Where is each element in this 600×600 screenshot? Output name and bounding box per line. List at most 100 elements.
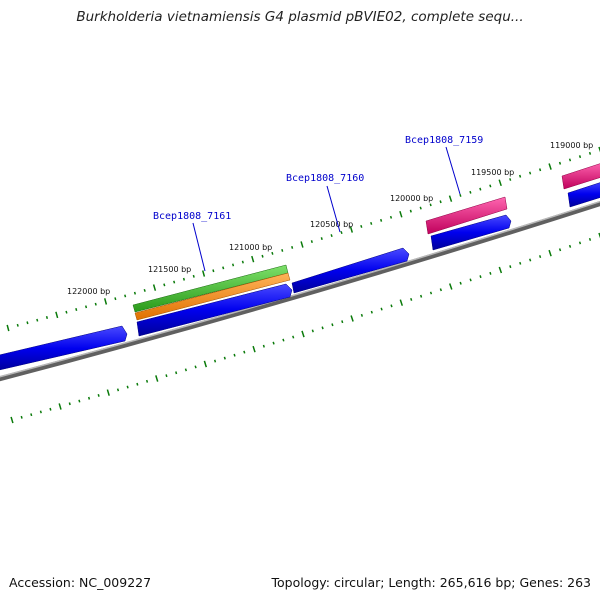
scale-label-119500: 119500 bp (471, 168, 514, 177)
minor-tick (281, 248, 284, 252)
minor-tick (558, 161, 562, 165)
gene-label-7160[interactable]: Bcep1808_7160 (286, 173, 364, 184)
major-tick (548, 249, 552, 257)
minor-tick (389, 215, 393, 219)
major-tick (399, 210, 403, 218)
minor-tick (30, 413, 33, 417)
major-tick (252, 345, 256, 353)
minor-tick (133, 291, 137, 295)
minor-tick (49, 407, 52, 411)
topology-summary: Topology: circular; Length: 265,616 bp; … (271, 575, 592, 590)
minor-tick (320, 237, 323, 241)
outer-tick-ring (6, 146, 600, 332)
minor-tick (578, 155, 582, 159)
major-tick (498, 179, 502, 187)
cds-feature-7161[interactable] (136, 283, 293, 337)
scale-label-120500: 120500 bp (310, 220, 353, 229)
inner-tick-ring (10, 232, 600, 424)
major-tick (548, 163, 552, 170)
major-tick (10, 416, 14, 424)
minor-tick (241, 260, 244, 264)
gene-feature-7159-pink[interactable] (425, 196, 508, 235)
cds-feature-7160[interactable] (291, 247, 410, 294)
minor-tick (136, 382, 139, 386)
minor-tick (568, 158, 572, 162)
minor-tick (87, 396, 91, 400)
major-tick (155, 375, 159, 382)
major-tick (58, 403, 62, 410)
minor-tick (558, 248, 562, 252)
major-tick (399, 299, 404, 306)
minor-tick (331, 323, 334, 327)
minor-tick (68, 402, 71, 406)
minor-tick (479, 275, 482, 279)
minor-tick (116, 388, 120, 392)
major-tick (6, 324, 10, 332)
cds-feature-7159[interactable] (430, 214, 512, 251)
minor-tick (528, 258, 532, 262)
minor-tick (528, 171, 532, 175)
minor-tick (518, 174, 522, 178)
minor-tick (16, 323, 19, 327)
minor-tick (459, 281, 462, 285)
cds-feature-left[interactable] (0, 325, 128, 371)
gene-feature-7161-orange[interactable] (134, 272, 291, 321)
minor-tick (330, 234, 333, 238)
minor-tick (94, 302, 97, 306)
minor-tick (489, 184, 492, 188)
major-tick (498, 266, 503, 274)
major-tick (106, 389, 110, 396)
minor-tick (78, 399, 81, 403)
map-title: Burkholderia vietnamiensis G4 plasmid pB… (76, 9, 524, 25)
minor-tick (233, 353, 236, 357)
major-tick (152, 284, 157, 291)
major-tick (448, 283, 453, 290)
minor-tick (97, 393, 100, 397)
minor-tick (272, 341, 275, 345)
minor-tick (124, 294, 127, 298)
minor-tick (184, 368, 188, 372)
plasmid-backbone (0, 200, 600, 382)
minor-tick (231, 263, 235, 267)
minor-tick (409, 209, 412, 213)
minor-tick (271, 251, 274, 255)
minor-tick (36, 318, 39, 322)
minor-tick (311, 329, 314, 333)
label-leader-7161 (192, 222, 206, 272)
major-tick (301, 330, 305, 338)
minor-tick (370, 310, 373, 314)
minor-tick (212, 269, 215, 273)
minor-tick (370, 221, 373, 225)
gene-label-7161[interactable]: Bcep1808_7161 (153, 211, 231, 222)
scale-label-119000: 119000 bp (550, 141, 593, 150)
minor-tick (262, 344, 265, 348)
minor-tick (45, 316, 49, 319)
major-tick (598, 146, 600, 153)
gene-label-7159[interactable]: Bcep1808_7159 (405, 135, 483, 146)
minor-tick (479, 187, 482, 191)
minor-tick (469, 278, 472, 282)
minor-tick (39, 410, 42, 414)
minor-tick (223, 356, 226, 360)
major-tick (203, 360, 208, 368)
cds-feature-right[interactable] (567, 181, 600, 208)
minor-tick (578, 241, 582, 245)
minor-tick (165, 374, 168, 378)
minor-tick (360, 224, 363, 228)
minor-tick (163, 283, 166, 287)
minor-tick (213, 359, 217, 363)
minor-tick (26, 321, 29, 325)
major-tick (448, 195, 453, 202)
minor-tick (291, 245, 294, 249)
minor-tick (173, 280, 176, 284)
minor-tick (489, 271, 492, 275)
minor-tick (341, 320, 344, 324)
major-tick (300, 241, 304, 248)
minor-tick (519, 261, 522, 265)
minor-tick (538, 168, 542, 172)
major-tick (598, 232, 600, 239)
minor-tick (429, 291, 433, 295)
minor-tick (243, 350, 246, 354)
gene-feature-right-pink[interactable] (561, 162, 600, 190)
